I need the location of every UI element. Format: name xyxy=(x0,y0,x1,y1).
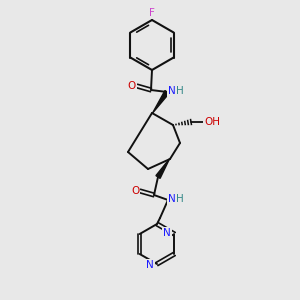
Text: O: O xyxy=(131,186,139,196)
Text: H: H xyxy=(176,194,184,204)
Text: N: N xyxy=(164,228,171,238)
Polygon shape xyxy=(156,159,169,178)
Text: OH: OH xyxy=(204,117,220,127)
Polygon shape xyxy=(152,91,169,113)
Text: H: H xyxy=(176,86,184,96)
Text: N: N xyxy=(168,194,176,204)
Text: N: N xyxy=(168,86,176,96)
Text: N: N xyxy=(146,260,154,270)
Text: O: O xyxy=(128,81,136,91)
Text: F: F xyxy=(149,8,155,18)
